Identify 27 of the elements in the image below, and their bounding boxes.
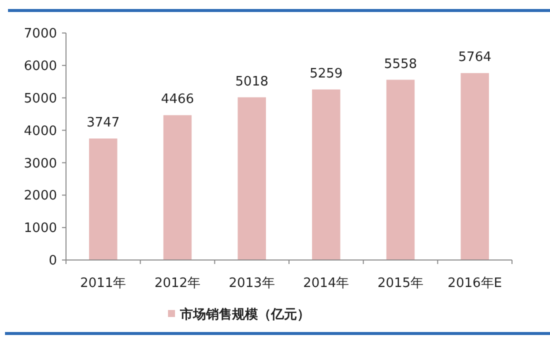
data-label: 5018: [235, 74, 268, 90]
x-tick-label: 2016年E: [448, 276, 502, 291]
y-tick-label: 6000: [24, 58, 57, 74]
bar: [460, 73, 489, 260]
x-tick-label: 2012年: [154, 276, 201, 291]
bar: [238, 97, 266, 260]
x-tick-label: 2014年: [303, 276, 350, 291]
y-tick-label: 7000: [24, 26, 57, 42]
x-tick-label: 2015年: [377, 276, 424, 291]
y-tick-label: 4000: [24, 124, 57, 139]
bar: [386, 80, 415, 260]
data-label: 5558: [384, 56, 418, 72]
data-label: 5764: [458, 50, 492, 66]
bar: [89, 138, 118, 260]
bar: [163, 115, 192, 260]
y-tick-label: 5000: [24, 91, 57, 106]
y-tick-label: 3000: [24, 156, 57, 172]
x-tick-label: 2011年: [80, 276, 126, 291]
y-tick-label: 0: [48, 254, 57, 269]
data-label: 3747: [86, 115, 120, 130]
data-label: 5259: [310, 66, 343, 82]
y-tick-label: 1000: [24, 221, 57, 236]
bar: [312, 89, 340, 260]
data-label: 4466: [160, 92, 194, 108]
legend-label: 市场销售规模（亿元）: [179, 306, 310, 323]
y-tick-label: 2000: [24, 188, 57, 204]
x-tick-label: 2013年: [228, 276, 275, 291]
